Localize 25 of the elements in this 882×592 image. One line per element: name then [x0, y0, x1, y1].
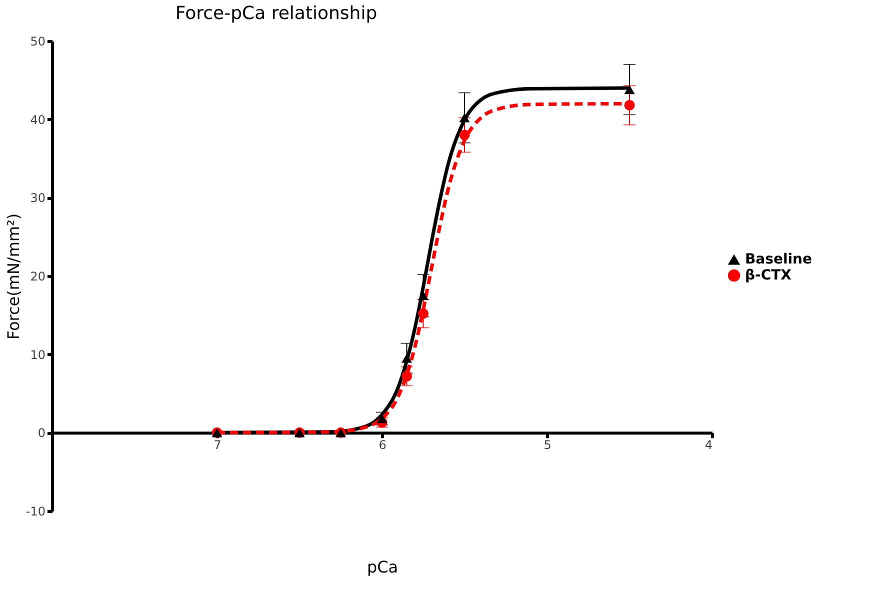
y-tick-label: -10 — [26, 504, 46, 518]
point — [459, 130, 470, 140]
x-tick-label: 6 — [378, 438, 386, 452]
point — [418, 291, 428, 300]
y-tick-label: 20 — [30, 270, 46, 284]
legend-label: β-CTX — [745, 268, 792, 284]
y-tick-label: 50 — [30, 34, 46, 48]
point — [459, 113, 470, 122]
point — [624, 100, 635, 110]
y-tick-label: 10 — [30, 348, 46, 362]
point — [376, 414, 388, 424]
chart-title: Force-pCa relationship — [175, 3, 378, 24]
y-axis-title: Force(mN/mm²) — [4, 213, 23, 340]
y-tick-label: 40 — [30, 112, 46, 127]
y-tick-label: 0 — [38, 426, 46, 440]
point — [402, 371, 412, 382]
x-axis-title: pCa — [366, 558, 398, 576]
y-tick-label: 30 — [30, 191, 46, 206]
x-tick-label: 7 — [214, 438, 222, 452]
point — [624, 85, 635, 94]
x-tick-label: 5 — [544, 438, 552, 452]
point — [418, 308, 428, 319]
legend-label: Baseline — [745, 252, 812, 268]
point — [402, 354, 412, 363]
x-tick-label: 4 — [704, 438, 712, 452]
